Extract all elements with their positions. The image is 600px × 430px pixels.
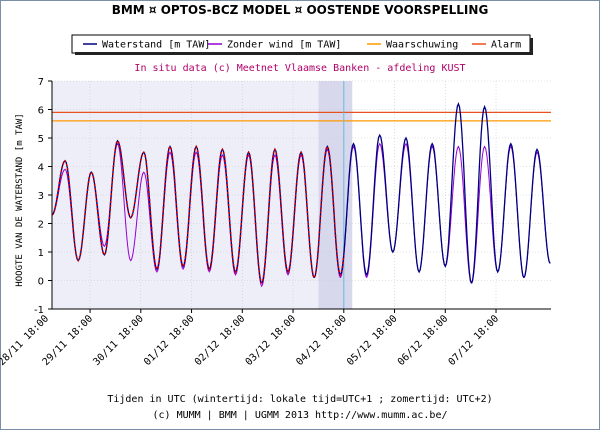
y-tick-label: 4	[38, 163, 44, 174]
chart-subtitle: In situ data (c) Meetnet Vlaamse Banken …	[134, 63, 465, 74]
chart-title: BMM ¤ OPTOS-BCZ MODEL ¤ OOSTENDE VOORSPE…	[112, 3, 489, 17]
legend-label: Alarm	[491, 40, 521, 51]
series-in-situ-observations	[51, 139, 345, 284]
legend-label: Waarschuwing	[386, 40, 458, 51]
analysis-shading	[318, 81, 353, 309]
legend: Waterstand [m TAW] Zonder wind [m TAW] Waa…	[71, 34, 533, 55]
y-tick-label: 2	[38, 220, 44, 231]
legend-shadow-right	[530, 38, 533, 55]
y-tick-label: 6	[38, 106, 44, 117]
x-tick-label: 01/12 18:00	[142, 313, 197, 368]
x-tick-label: 07/12 18:00	[447, 313, 502, 368]
legend-label: Zonder wind [m TAW]	[227, 40, 341, 51]
legend-shadow-bottom	[75, 52, 533, 55]
copyright-text: (c) MUMM | BMM | UGMM 2013 http://www.mu…	[152, 410, 447, 421]
x-tick-label: 06/12 18:00	[396, 313, 451, 368]
y-tick-label: 5	[38, 134, 44, 145]
y-tick-label: -1	[34, 305, 44, 316]
x-tick-label: 05/12 18:00	[345, 313, 400, 368]
series-waterstand	[51, 101, 551, 284]
y-tick-label: 3	[38, 191, 44, 202]
y-axis-label: HOOGTE VAN DE WATERSTAND [m TAW]	[15, 113, 25, 286]
y-tick-label: 1	[38, 248, 44, 259]
x-tick-label: 03/12 18:00	[244, 313, 299, 368]
y-tick-label: 0	[38, 277, 44, 288]
y-tick-label: 7	[38, 77, 44, 88]
x-tick-label: 04/12 18:00	[294, 313, 349, 368]
x-tick-label: 30/11 18:00	[91, 313, 146, 368]
x-axis-label: Tijden in UTC (wintertijd: lokale tijd=U…	[107, 394, 492, 405]
x-tick-label: 02/12 18:00	[193, 313, 248, 368]
legend-label: Waterstand [m TAW]	[102, 40, 210, 51]
